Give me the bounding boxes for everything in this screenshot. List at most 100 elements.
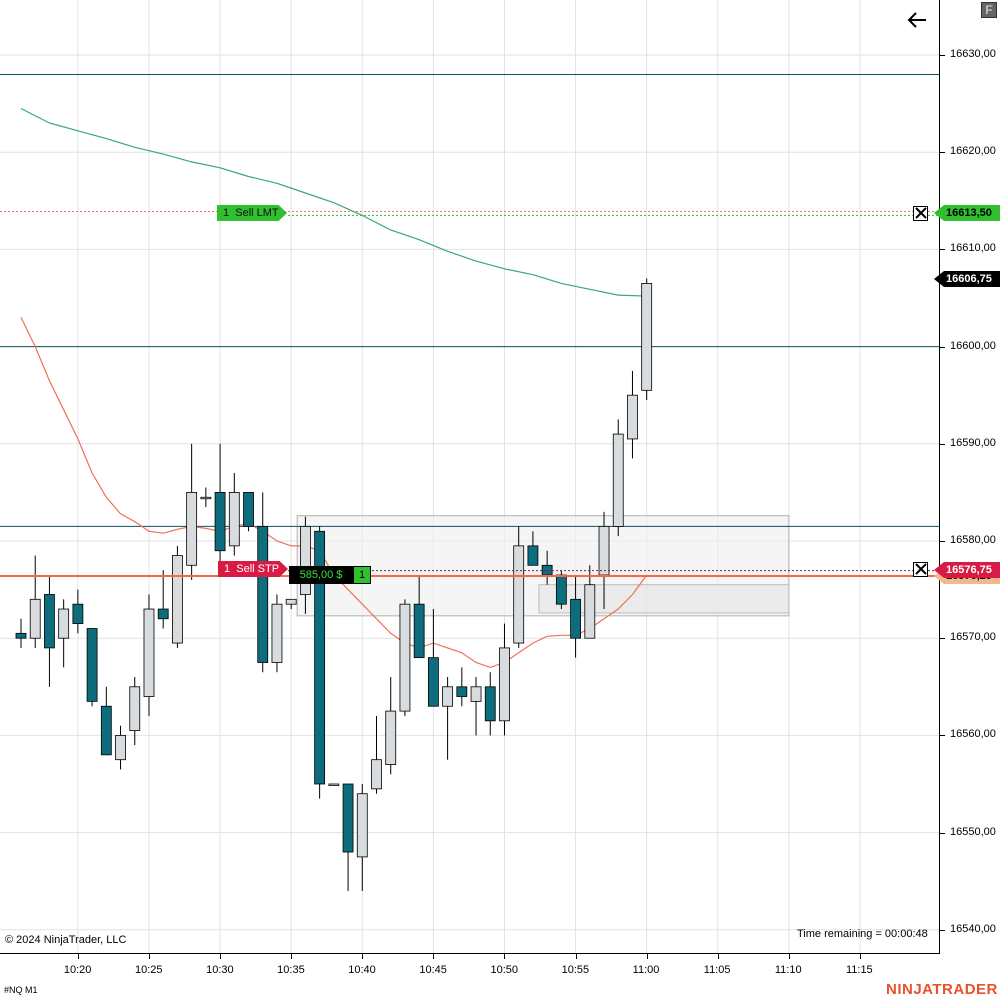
- candle-body-up: [499, 647, 510, 722]
- candle-body-up: [584, 584, 596, 639]
- sell-stop-price-marker: 16576,75: [934, 562, 1000, 578]
- time-axis-tick: [220, 954, 222, 959]
- candle-body-down: [257, 526, 269, 663]
- sell-stop-qty: 1: [224, 563, 231, 575]
- candle-body-up: [513, 545, 525, 644]
- back-arrow-icon[interactable]: [905, 8, 929, 32]
- price-axis-label: 16630,00: [950, 48, 996, 60]
- ninjatrader-logo: NINJATRADER: [886, 981, 998, 998]
- candle-body-down: [342, 783, 354, 853]
- price-axis-tick: [940, 152, 945, 154]
- candle: [598, 511, 610, 610]
- candle: [612, 419, 624, 537]
- candle-body-down: [413, 603, 425, 659]
- time-axis-label: 11:15: [845, 964, 873, 976]
- sell-limit-qty: 1: [223, 207, 230, 219]
- moving-average-green-line: [20, 107, 647, 297]
- candle: [584, 565, 596, 639]
- candle: [399, 599, 411, 716]
- price-axis-tick: [940, 929, 945, 931]
- horizontal-lines-layer: [0, 73, 939, 527]
- candle-body-up: [285, 598, 297, 605]
- time-axis-tick: [148, 954, 150, 959]
- price-axis-tick: [940, 832, 945, 834]
- candle: [641, 278, 653, 401]
- price-axis-label: 16610,00: [950, 242, 996, 255]
- price-axis-tick: [940, 346, 945, 348]
- price-axis-label: 16580,00: [950, 534, 996, 546]
- time-axis-tick: [77, 954, 79, 959]
- price-axis-tick: [940, 55, 945, 56]
- candle: [228, 472, 240, 556]
- candle-body-down: [314, 530, 326, 785]
- candle: [257, 492, 269, 673]
- cancel-sell-limit-button[interactable]: [913, 206, 928, 221]
- time-axis-label: 10:30: [206, 964, 234, 976]
- candle: [356, 784, 368, 891]
- candle: [44, 575, 55, 687]
- candle-body-down: [541, 564, 553, 576]
- candle-body-down: [427, 657, 439, 707]
- time-axis-tick: [362, 954, 364, 959]
- time-axis-label: 11:05: [703, 964, 731, 976]
- sell-stop-order-tag[interactable]: 1 Sell STP: [218, 561, 288, 577]
- time-axis-label: 10:25: [134, 964, 163, 976]
- price-axis-label: 16620,00: [950, 145, 996, 158]
- position-pnl-tag[interactable]: 585,00 $ 1: [289, 566, 371, 584]
- time-axis-label: 10:35: [277, 964, 305, 976]
- candle-body-up: [627, 394, 638, 440]
- candle: [100, 686, 112, 756]
- sell-limit-order-tag[interactable]: 1 Sell LMT: [217, 205, 287, 221]
- candle-body-up: [385, 710, 397, 765]
- candle-body-up: [58, 608, 70, 639]
- candle-body-down: [157, 608, 169, 620]
- price-axis-tick: [940, 638, 945, 640]
- candle: [413, 575, 425, 659]
- candle-body-up: [299, 526, 311, 595]
- candle-body-up: [641, 283, 653, 391]
- sell-stop-label: Sell STP: [236, 563, 280, 575]
- candle: [129, 677, 141, 746]
- candle: [29, 555, 41, 648]
- price-axis-tick: [940, 249, 945, 251]
- time-axis-tick: [433, 954, 435, 959]
- candle-body-down: [555, 574, 567, 605]
- candle-body-down: [484, 686, 496, 722]
- time-remaining-text: Time remaining = 00:00:48: [797, 928, 928, 940]
- candle: [86, 628, 98, 707]
- price-axis-tick: [940, 541, 945, 542]
- time-axis-tick: [646, 954, 648, 959]
- candle-body-up: [129, 686, 141, 731]
- time-axis-label: 10:20: [63, 964, 92, 976]
- candle-body-down: [44, 594, 55, 649]
- candle-body-down: [15, 632, 27, 639]
- chart-menu-f-button[interactable]: F: [981, 2, 997, 18]
- grid-layer: [0, 0, 939, 953]
- sell-limit-label: Sell LMT: [235, 207, 279, 219]
- time-axis-label: 11:10: [774, 964, 802, 976]
- candle: [58, 599, 70, 668]
- candle: [513, 526, 525, 648]
- candle-body-down: [243, 491, 254, 527]
- candle: [243, 491, 254, 532]
- candle-body-up: [328, 783, 340, 786]
- time-axis-label: 10:45: [419, 964, 447, 976]
- price-axis-tick: [940, 735, 945, 737]
- position-pnl-value: 585,00 $: [289, 566, 353, 584]
- order-lines-layer: [0, 210, 939, 578]
- candle-body-down: [570, 598, 581, 639]
- back-arrow-svg: [907, 12, 926, 28]
- time-axis-tick: [788, 954, 790, 959]
- candle-body-up: [399, 603, 411, 712]
- candles-layer: [15, 278, 653, 891]
- time-axis-tick: [575, 954, 577, 959]
- candle: [15, 618, 27, 648]
- candle-body-up: [200, 496, 212, 500]
- candle-body-up: [271, 603, 283, 663]
- candle: [186, 443, 198, 580]
- candle: [427, 609, 439, 707]
- time-axis-tick: [859, 954, 861, 959]
- time-axis-tick: [717, 954, 719, 959]
- cancel-sell-stop-button[interactable]: [913, 562, 928, 577]
